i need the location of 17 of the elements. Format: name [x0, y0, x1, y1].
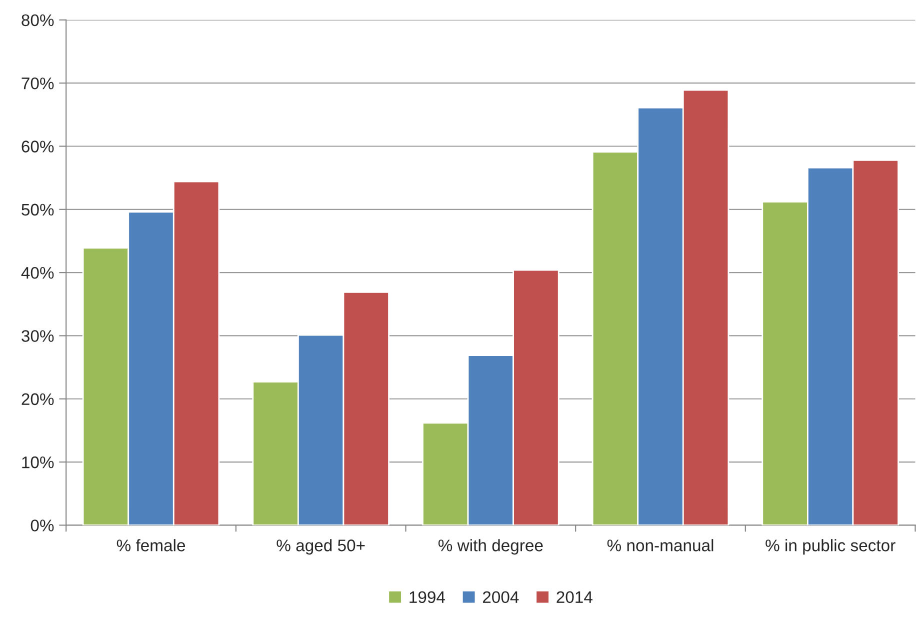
- y-tick-label: 60%: [22, 140, 54, 152]
- x-tick-label: % with degree: [438, 539, 543, 555]
- y-tick-label: 70%: [22, 77, 54, 90]
- x-tick-label: % aged 50+: [276, 539, 365, 555]
- y-tick-label: 10%: [22, 456, 54, 468]
- legend-label: 2004: [482, 591, 519, 604]
- y-tick-label: 30%: [22, 330, 54, 342]
- y-tick-label: 0%: [30, 520, 54, 532]
- x-tick-label: % in public sector: [766, 539, 896, 555]
- y-tick-label: 20%: [22, 393, 54, 406]
- y-tick-label: 80%: [22, 14, 54, 26]
- y-tick-label: 50%: [22, 204, 54, 216]
- legend-label: 1994: [410, 591, 445, 604]
- legend-label: 2014: [556, 591, 592, 604]
- y-tick-label: 40%: [21, 266, 54, 279]
- x-tick-label: % non-manual: [607, 539, 714, 552]
- x-tick-label: % female: [116, 539, 186, 552]
